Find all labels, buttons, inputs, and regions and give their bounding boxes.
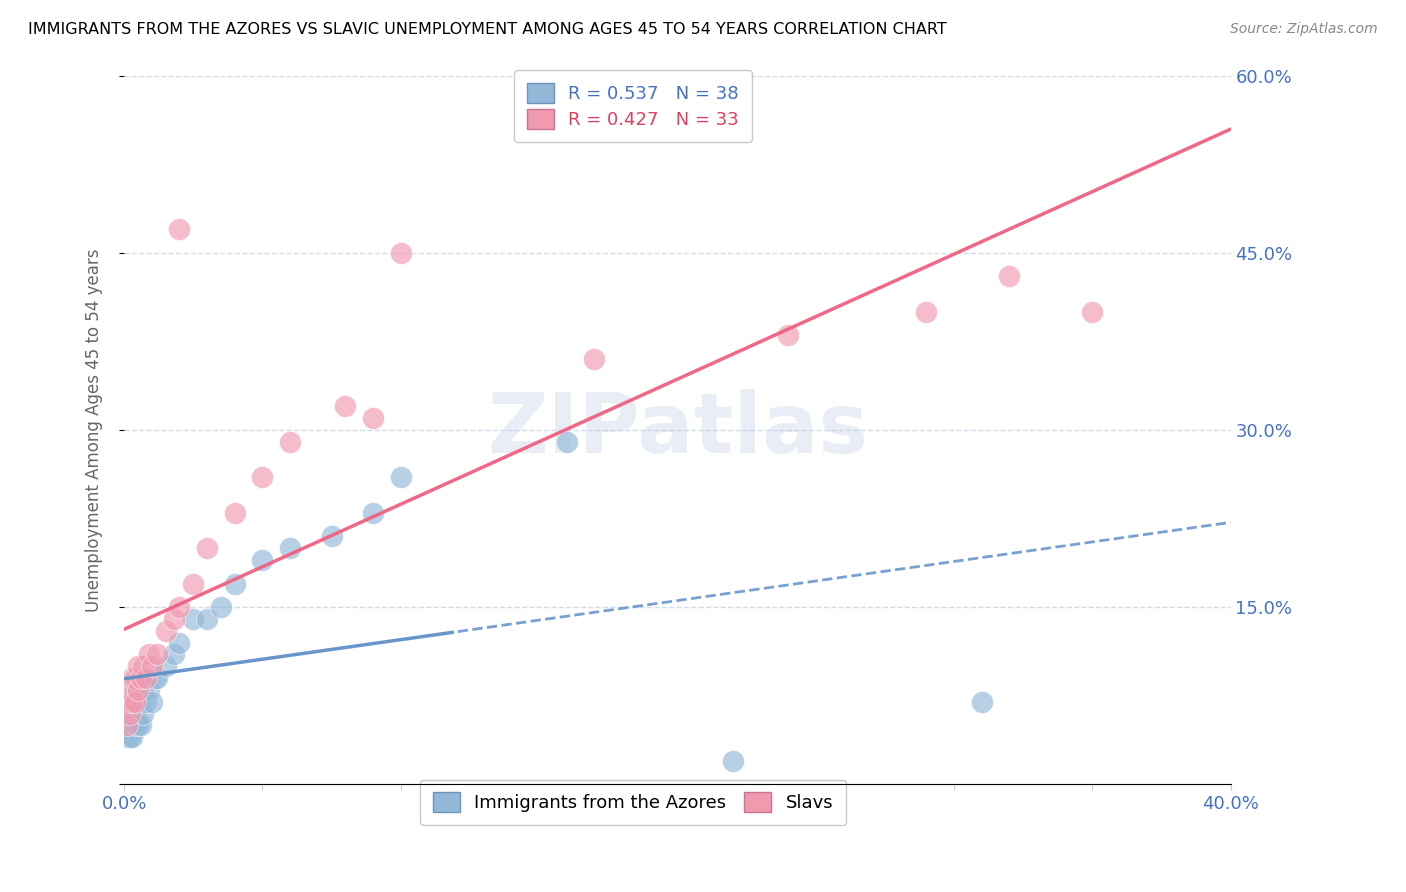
Point xyxy=(124,718,146,732)
Point xyxy=(121,706,143,721)
Point xyxy=(132,706,155,721)
Point xyxy=(278,541,301,555)
Point xyxy=(118,706,141,721)
Point xyxy=(129,671,152,685)
Point xyxy=(127,718,149,732)
Point xyxy=(141,659,163,673)
Point xyxy=(127,659,149,673)
Point xyxy=(361,411,384,425)
Point xyxy=(721,754,744,768)
Point xyxy=(389,470,412,484)
Point xyxy=(121,671,143,685)
Point xyxy=(115,706,138,721)
Point xyxy=(195,541,218,555)
Point xyxy=(135,671,157,685)
Point xyxy=(138,682,160,697)
Point xyxy=(1081,305,1104,319)
Point xyxy=(115,718,138,732)
Point xyxy=(146,671,169,685)
Text: IMMIGRANTS FROM THE AZORES VS SLAVIC UNEMPLOYMENT AMONG AGES 45 TO 54 YEARS CORR: IMMIGRANTS FROM THE AZORES VS SLAVIC UNE… xyxy=(28,22,946,37)
Point xyxy=(155,624,177,638)
Point xyxy=(163,612,186,626)
Point xyxy=(121,695,143,709)
Point xyxy=(169,635,191,649)
Point xyxy=(155,659,177,673)
Point xyxy=(224,506,246,520)
Point xyxy=(129,695,152,709)
Point xyxy=(124,706,146,721)
Point xyxy=(555,434,578,449)
Point xyxy=(195,612,218,626)
Point xyxy=(361,506,384,520)
Point xyxy=(132,659,155,673)
Point xyxy=(118,695,141,709)
Point xyxy=(129,718,152,732)
Point xyxy=(321,529,343,543)
Point xyxy=(135,695,157,709)
Point xyxy=(118,682,141,697)
Point xyxy=(118,730,141,744)
Legend: Immigrants from the Azores, Slavs: Immigrants from the Azores, Slavs xyxy=(420,780,846,825)
Point xyxy=(143,671,166,685)
Point xyxy=(998,269,1021,284)
Point xyxy=(132,682,155,697)
Point xyxy=(181,576,204,591)
Point xyxy=(776,328,799,343)
Point xyxy=(138,648,160,662)
Point xyxy=(209,600,232,615)
Point xyxy=(224,576,246,591)
Point xyxy=(124,695,146,709)
Point xyxy=(146,648,169,662)
Point xyxy=(335,400,357,414)
Point xyxy=(121,730,143,744)
Point xyxy=(115,695,138,709)
Point xyxy=(181,612,204,626)
Point xyxy=(583,352,606,367)
Point xyxy=(115,730,138,744)
Point xyxy=(915,305,938,319)
Point xyxy=(252,470,274,484)
Point xyxy=(124,682,146,697)
Point xyxy=(121,695,143,709)
Point xyxy=(252,553,274,567)
Point xyxy=(115,718,138,732)
Point xyxy=(127,682,149,697)
Point xyxy=(278,434,301,449)
Point xyxy=(118,718,141,732)
Point xyxy=(124,671,146,685)
Point xyxy=(169,600,191,615)
Point xyxy=(970,695,993,709)
Text: ZIPatlas: ZIPatlas xyxy=(486,390,868,470)
Point xyxy=(389,245,412,260)
Point xyxy=(163,648,186,662)
Point xyxy=(141,695,163,709)
Point xyxy=(127,695,149,709)
Point xyxy=(169,222,191,236)
Text: Source: ZipAtlas.com: Source: ZipAtlas.com xyxy=(1230,22,1378,37)
Y-axis label: Unemployment Among Ages 45 to 54 years: Unemployment Among Ages 45 to 54 years xyxy=(86,248,103,612)
